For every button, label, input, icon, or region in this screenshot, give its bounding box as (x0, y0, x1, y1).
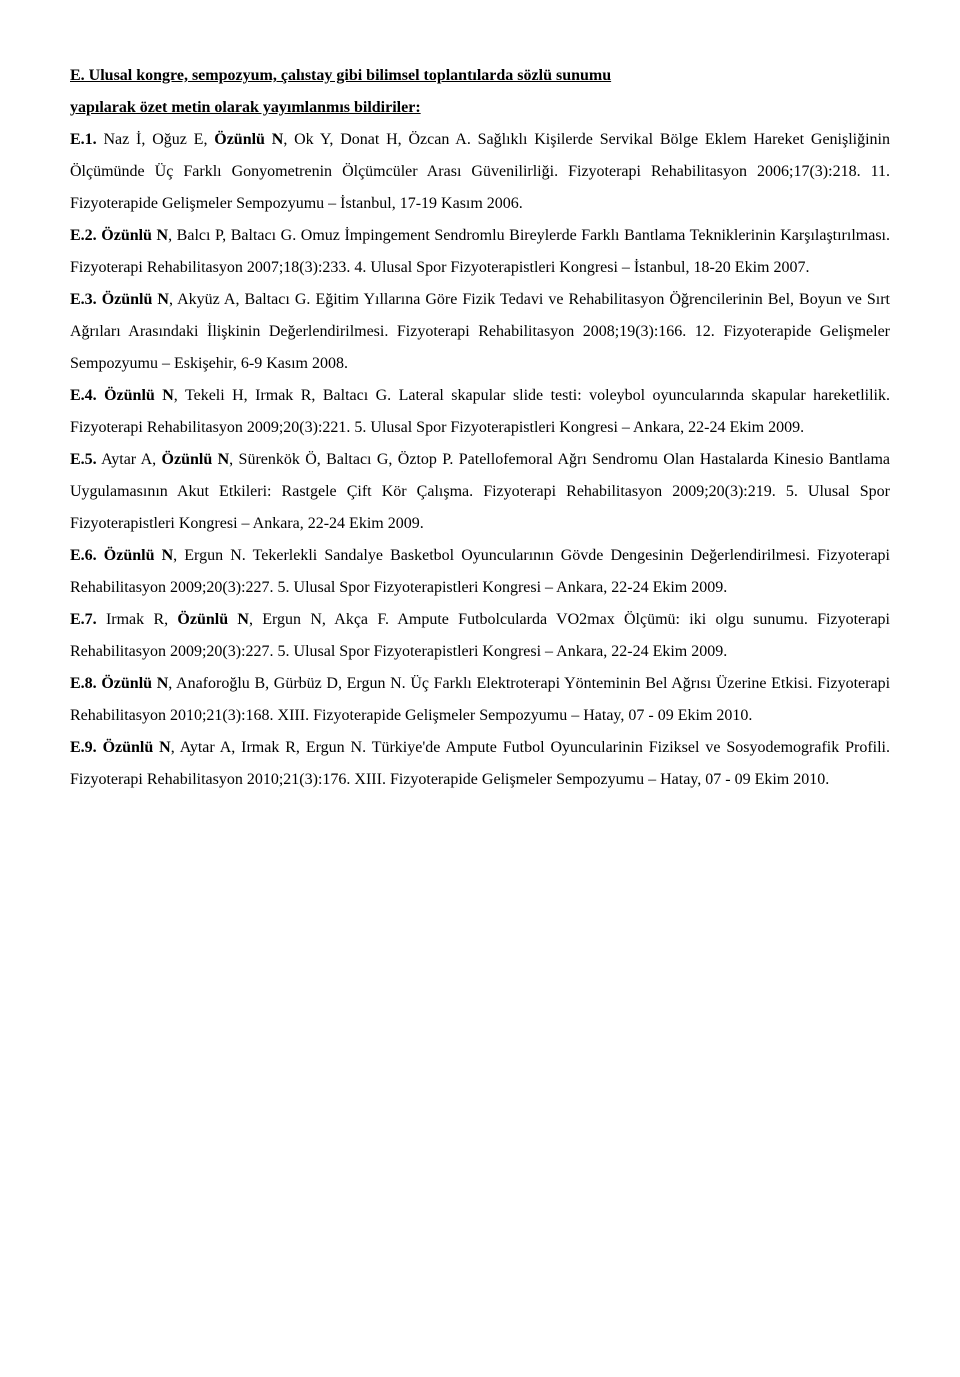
entry-text: , Akyüz A, Baltacı G. Eğitim Yıllarına G… (70, 291, 890, 372)
entry-label: E.1. (70, 131, 97, 148)
entry-authors-pre (97, 387, 104, 404)
entry-authors-pre (97, 547, 104, 564)
entry-author-bold: Özünlü N (214, 131, 283, 148)
entry-label: E.4. (70, 387, 97, 404)
entry-label: E.3. (70, 291, 97, 308)
entry-author-bold: Özünlü N (177, 611, 249, 628)
entry: E.9. Özünlü N, Aytar A, Irmak R, Ergun N… (70, 732, 890, 796)
entry-label: E.6. (70, 547, 97, 564)
entry-text: , Ergun N. Tekerlekli Sandalye Basketbol… (70, 547, 890, 596)
entry-text: , Balcı P, Baltacı G. Omuz İmpingement S… (70, 227, 890, 276)
entries-container: E.1. Naz İ, Oğuz E, Özünlü N, Ok Y, Dona… (70, 124, 890, 796)
entry-author-bold: Özünlü N (104, 547, 173, 564)
section-heading: E. Ulusal kongre, sempozyum, çalıstay gi… (70, 60, 890, 124)
entry-author-bold: Özünlü N (104, 387, 174, 404)
entry: E.3. Özünlü N, Akyüz A, Baltacı G. Eğiti… (70, 284, 890, 380)
entry-label: E.8. (70, 675, 97, 692)
heading-line2: yapılarak özet metin olarak yayımlanmıs … (70, 99, 421, 116)
entry-text: , Anaforoğlu B, Gürbüz D, Ergun N. Üç Fa… (70, 675, 890, 724)
entry-label: E.9. (70, 739, 97, 756)
entry: E.7. Irmak R, Özünlü N, Ergun N, Akça F.… (70, 604, 890, 668)
entry-author-bold: Özünlü N (162, 451, 230, 468)
entry-text: , Aytar A, Irmak R, Ergun N. Türkiye'de … (70, 739, 890, 788)
entry: E.5. Aytar A, Özünlü N, Sürenkök Ö, Balt… (70, 444, 890, 540)
entry-label: E.5. (70, 451, 97, 468)
entry-authors-pre: Irmak R, (97, 611, 178, 628)
entry: E.2. Özünlü N, Balcı P, Baltacı G. Omuz … (70, 220, 890, 284)
entry-label: E.7. (70, 611, 97, 628)
entry: E.1. Naz İ, Oğuz E, Özünlü N, Ok Y, Dona… (70, 124, 890, 220)
entry-text: , Tekeli H, Irmak R, Baltacı G. Lateral … (70, 387, 890, 436)
heading-line1: E. Ulusal kongre, sempozyum, çalıstay gi… (70, 67, 611, 84)
entry-author-bold: Özünlü N (101, 675, 168, 692)
entry-authors-pre: Naz İ, Oğuz E, (97, 131, 215, 148)
entry-author-bold: Özünlü N (101, 227, 168, 244)
entry-label: E.2. (70, 227, 97, 244)
entry: E.6. Özünlü N, Ergun N. Tekerlekli Sanda… (70, 540, 890, 604)
entry-author-bold: Özünlü N (103, 739, 171, 756)
entry-authors-pre: Aytar A, (97, 451, 162, 468)
entry: E.8. Özünlü N, Anaforoğlu B, Gürbüz D, E… (70, 668, 890, 732)
entry-author-bold: Özünlü N (102, 291, 169, 308)
entry: E.4. Özünlü N, Tekeli H, Irmak R, Baltac… (70, 380, 890, 444)
